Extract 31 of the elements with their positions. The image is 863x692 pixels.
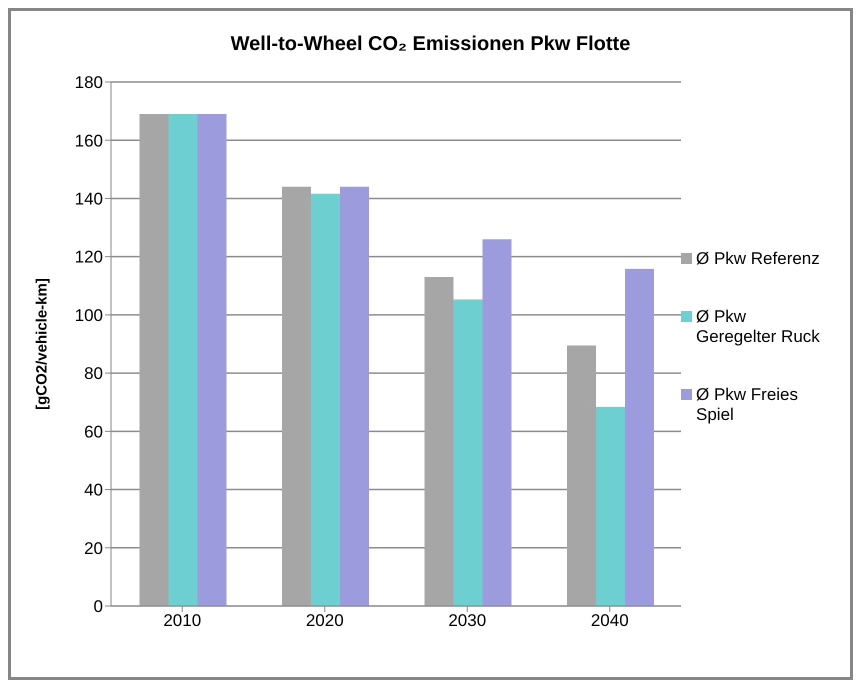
y-tick-label: 180	[74, 73, 103, 92]
x-tick-label: 2030	[448, 611, 486, 630]
x-tick-label: 2020	[306, 611, 344, 630]
bar	[140, 114, 168, 606]
bar	[311, 194, 340, 606]
y-tick-label: 80	[84, 364, 103, 384]
legend-label: Ø Pkw Geregelter Ruck	[696, 307, 821, 347]
bar	[340, 186, 369, 606]
y-tick-label: 60	[84, 422, 103, 442]
x-tick-label: 2040	[590, 611, 629, 630]
x-tick-label: 2010	[163, 611, 202, 630]
y-tick-label: 40	[84, 480, 103, 500]
legend-label: Ø Pkw Referenz	[696, 249, 820, 269]
y-axis-title: [gCO2/vehicle-km]	[33, 278, 50, 410]
y-tick-label: 100	[74, 306, 103, 325]
y-tick-label: 120	[74, 248, 103, 267]
bar	[454, 299, 482, 606]
legend-label: Ø Pkw Freies Spiel	[696, 385, 800, 425]
bar	[482, 239, 512, 606]
bar	[596, 406, 625, 606]
y-tick-label: 20	[84, 538, 103, 558]
y-tick-label: 160	[74, 131, 103, 150]
y-tick-label: 0	[94, 597, 103, 616]
bar	[625, 268, 654, 606]
bar	[282, 186, 311, 606]
bar	[567, 345, 596, 606]
bar	[424, 277, 454, 606]
bar	[168, 114, 198, 606]
bar	[198, 114, 226, 606]
chart-title: Well-to-Wheel CO₂ Emissionen Pkw Flotte	[230, 33, 632, 56]
y-tick-label: 140	[74, 189, 103, 208]
